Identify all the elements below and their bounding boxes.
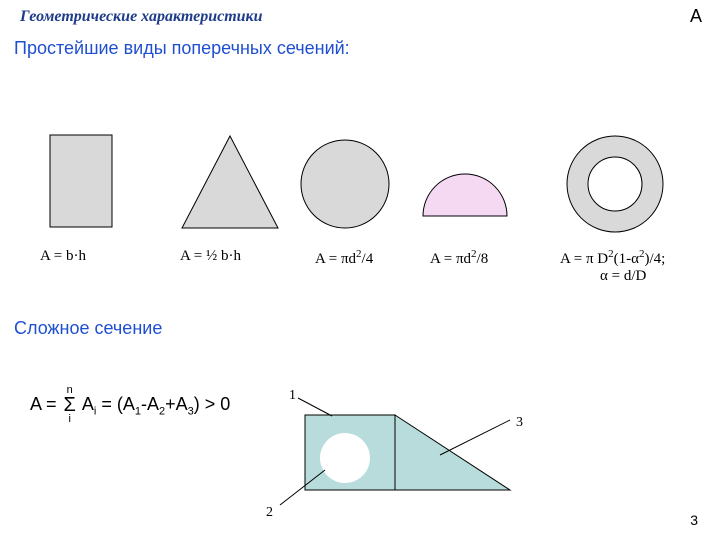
caption-segment: A = πd2/8 xyxy=(430,248,488,268)
subtitle-simple-sections: Простейшие виды поперечных сечений: xyxy=(14,38,350,59)
formula-pre: A = xyxy=(30,394,62,414)
shape-circle xyxy=(301,140,389,228)
shape-triangle xyxy=(182,136,278,228)
caption-rectangle: A = b·h xyxy=(40,248,86,265)
page-letter: А xyxy=(690,6,702,27)
caption-circle: A = πd2/4 xyxy=(315,248,373,268)
formula-post: Ai = (A1-A2+A3) > 0 xyxy=(78,394,230,414)
subtitle-complex-section: Сложное сечение xyxy=(14,318,162,339)
shape-segment xyxy=(423,174,507,216)
shape-annulus xyxy=(567,136,663,232)
complex-formula: A = nΣi Ai = (A1-A2+A3) > 0 xyxy=(30,385,230,425)
header-title: Геометрические характеристики xyxy=(20,8,263,26)
complex-label-1: 1 xyxy=(289,388,296,404)
caption-annulus-1: A = π D2(1-α2)/4; xyxy=(560,248,665,268)
caption-triangle: A = ½ b·h xyxy=(180,248,241,265)
page-number: 3 xyxy=(690,512,698,528)
caption-annulus-2: α = d/D xyxy=(600,268,646,285)
sigma-symbol: nΣi xyxy=(64,385,76,425)
complex-label-3: 3 xyxy=(516,415,523,431)
complex-label-2: 2 xyxy=(266,505,273,521)
shape-rectangle xyxy=(50,135,112,227)
complex-diagram xyxy=(280,398,510,505)
